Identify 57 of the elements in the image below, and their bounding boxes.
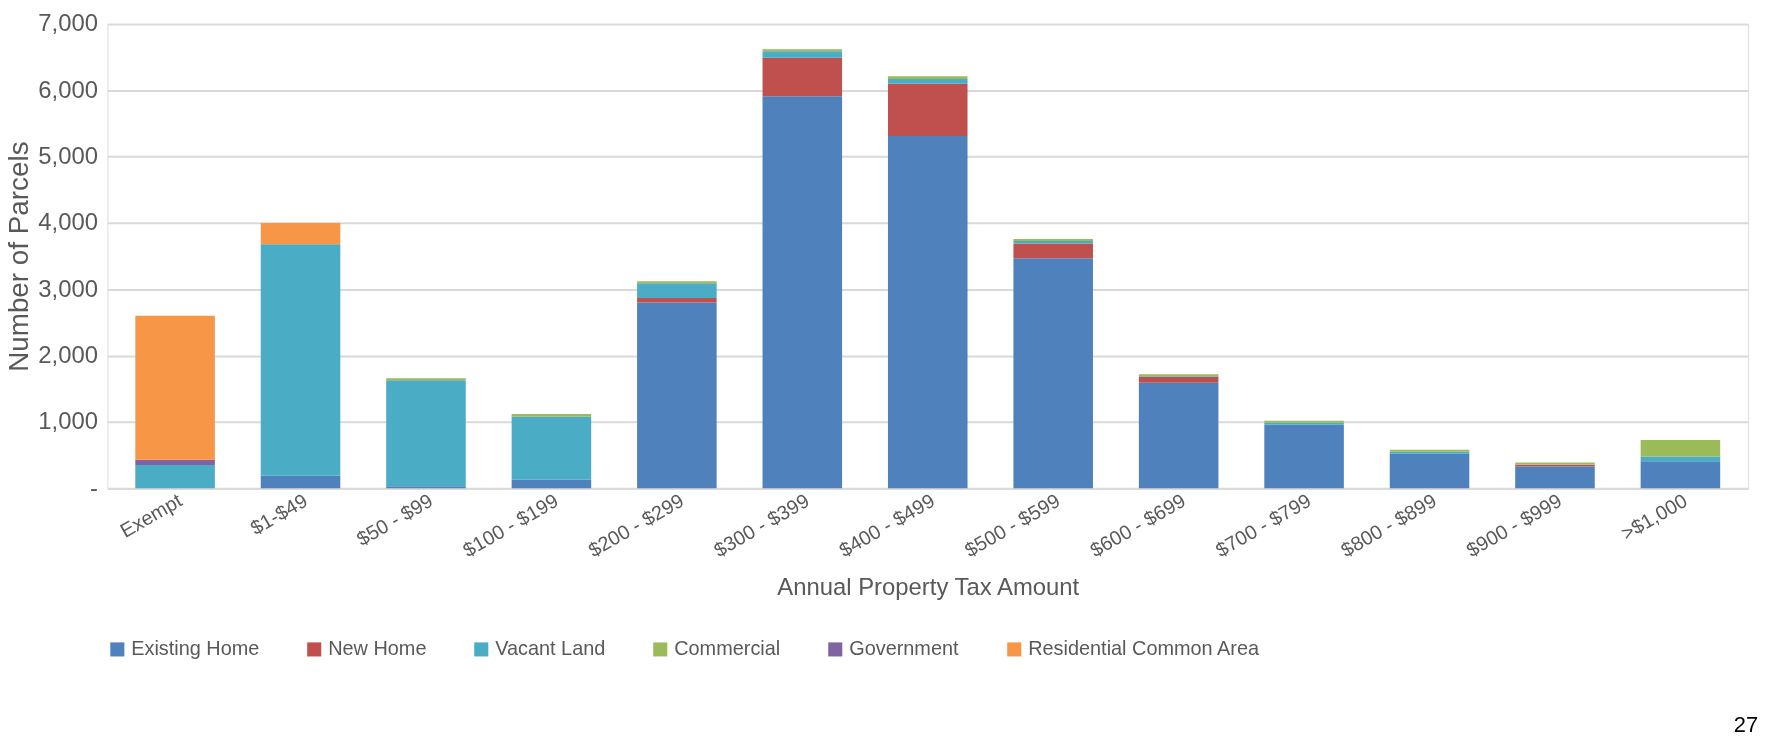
y-tick-label: 3,000 bbox=[38, 274, 98, 302]
bar bbox=[762, 51, 843, 58]
x-tick-label: $800 - $899 bbox=[1337, 489, 1440, 562]
bar bbox=[637, 302, 717, 489]
bar bbox=[511, 414, 592, 417]
bar bbox=[260, 475, 341, 489]
y-tick-label: 2,000 bbox=[38, 341, 98, 369]
bar bbox=[135, 465, 215, 489]
bar bbox=[1640, 439, 1721, 457]
bar bbox=[887, 136, 968, 489]
bar bbox=[260, 244, 341, 476]
x-tick-label: $100 - $199 bbox=[458, 489, 562, 562]
bar bbox=[1264, 424, 1344, 489]
x-tick-label: $400 - $499 bbox=[835, 489, 939, 562]
bar bbox=[1013, 243, 1093, 259]
legend-label: New Home bbox=[328, 637, 427, 660]
y-tick-label: - bbox=[89, 473, 98, 501]
y-tick-label: 1,000 bbox=[38, 407, 98, 435]
bar bbox=[386, 380, 466, 487]
legend-label: Residential Common Area bbox=[1028, 637, 1261, 660]
text: 27 bbox=[1733, 711, 1759, 737]
bar bbox=[1640, 461, 1721, 489]
bar bbox=[511, 479, 592, 489]
bar bbox=[637, 297, 717, 303]
bar bbox=[762, 96, 843, 489]
bar bbox=[637, 283, 717, 298]
legend-label: Commercial bbox=[674, 637, 781, 660]
x-axis-title: Annual Property Tax Amount bbox=[777, 572, 1080, 600]
y-axis-title: Number of Parcels bbox=[3, 141, 35, 372]
bar bbox=[1138, 382, 1219, 489]
bar bbox=[1515, 466, 1595, 489]
y-tick-label: 4,000 bbox=[38, 208, 98, 236]
bar bbox=[1389, 453, 1470, 489]
x-tick-label: $700 - $799 bbox=[1211, 489, 1315, 562]
y-tick-label: 6,000 bbox=[38, 75, 98, 103]
bar bbox=[135, 459, 215, 466]
x-tick-label: $600 - $699 bbox=[1086, 489, 1190, 562]
legend-label: Existing Home bbox=[131, 637, 260, 660]
x-tick-label: $50 - $99 bbox=[352, 489, 437, 551]
bar bbox=[1013, 258, 1093, 489]
bar bbox=[1138, 376, 1219, 383]
x-tick-label: $500 - $599 bbox=[960, 489, 1064, 562]
bar bbox=[1640, 456, 1721, 462]
legend-label: Government bbox=[849, 637, 960, 660]
bar bbox=[887, 76, 968, 80]
legend-label: Vacant Land bbox=[495, 637, 606, 660]
y-tick-label: 7,000 bbox=[38, 9, 98, 37]
bar bbox=[260, 222, 341, 245]
x-tick-label: $200 - $299 bbox=[584, 489, 688, 562]
x-tick-label: $900 - $999 bbox=[1462, 489, 1566, 562]
bar bbox=[511, 416, 592, 480]
bar bbox=[887, 83, 968, 137]
bar bbox=[135, 315, 215, 460]
y-tick-label: 5,000 bbox=[38, 142, 98, 170]
bar bbox=[762, 57, 843, 97]
bar bbox=[887, 79, 968, 84]
x-tick-label: $300 - $399 bbox=[709, 489, 813, 562]
